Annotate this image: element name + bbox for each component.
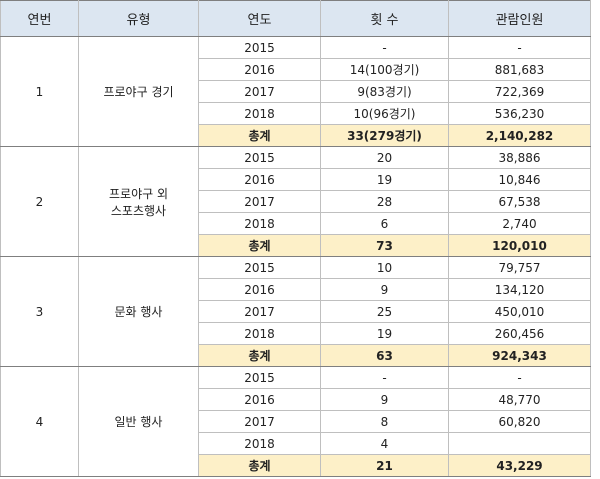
total-cell: 924,343 bbox=[448, 344, 591, 367]
row: 2016 9 134,120 bbox=[1, 278, 591, 301]
row: 2017 28 67,538 bbox=[1, 190, 591, 213]
row: 3 문화 행사 2015 10 79,757 bbox=[0, 256, 591, 367]
total-cell: 21 bbox=[320, 454, 449, 477]
cell: 2017 bbox=[198, 80, 321, 103]
cell: - bbox=[448, 366, 591, 389]
group-type: 일반 행사 bbox=[78, 366, 199, 477]
row: 2018 19 260,456 bbox=[1, 322, 591, 345]
cell: 2016 bbox=[198, 388, 321, 411]
cell: 2017 bbox=[198, 190, 321, 213]
cell: 10(96경기) bbox=[320, 102, 449, 125]
cell: 2015 bbox=[198, 366, 321, 389]
total-row: 총계 63 924,343 bbox=[1, 344, 591, 367]
total-cell: 총계 bbox=[198, 454, 321, 477]
cell: 20 bbox=[320, 146, 449, 169]
group-type: 문화 행사 bbox=[78, 256, 199, 367]
total-cell: 총계 bbox=[198, 234, 321, 257]
cell: 450,010 bbox=[448, 300, 591, 323]
group-number: 2 bbox=[0, 146, 79, 257]
cell: 134,120 bbox=[448, 278, 591, 301]
cell: 2017 bbox=[198, 410, 321, 433]
cell: 14(100경기) bbox=[320, 58, 449, 81]
type-line: 프로야구 경기 bbox=[103, 85, 174, 99]
header-cell: 횟 수 bbox=[320, 0, 449, 37]
cell: 10 bbox=[320, 256, 449, 279]
cell: 2015 bbox=[198, 36, 321, 59]
cell: - bbox=[320, 366, 449, 389]
header-cell: 유형 bbox=[78, 0, 199, 37]
cell: 260,456 bbox=[448, 322, 591, 345]
total-cell: 2,140,282 bbox=[448, 124, 591, 147]
cell: 19 bbox=[320, 168, 449, 191]
header-cell: 관람인원 bbox=[448, 0, 591, 37]
cell: 8 bbox=[320, 410, 449, 433]
cell: 2016 bbox=[198, 168, 321, 191]
total-cell: 33(279경기) bbox=[320, 124, 449, 147]
cell: 2018 bbox=[198, 212, 321, 235]
total-cell: 63 bbox=[320, 344, 449, 367]
row: 2017 8 60,820 bbox=[1, 410, 591, 433]
cell: 2015 bbox=[198, 256, 321, 279]
row: 1 프로야구 경기 2015- - bbox=[0, 36, 591, 147]
cell: 722,369 bbox=[448, 80, 591, 103]
header-cell: 연도 bbox=[198, 0, 321, 37]
group-number: 1 bbox=[0, 36, 79, 147]
cell: 19 bbox=[320, 322, 449, 345]
cell: 4 bbox=[320, 432, 449, 455]
type-line: 스포츠행사 bbox=[110, 203, 167, 218]
cell: 60,820 bbox=[448, 410, 591, 433]
group-number: 4 bbox=[0, 366, 79, 477]
cell: 38,886 bbox=[448, 146, 591, 169]
group-type: 프로야구 경기 bbox=[78, 36, 199, 147]
type-line: 프로야구 외 bbox=[108, 186, 168, 201]
cell: 2016 bbox=[198, 278, 321, 301]
total-cell: 총계 bbox=[198, 344, 321, 367]
cell: 536,230 bbox=[448, 102, 591, 125]
row: 4 일반 행사 2015- - bbox=[0, 366, 591, 477]
cell: 67,538 bbox=[448, 190, 591, 213]
cell: 2018 bbox=[198, 322, 321, 345]
cell: 6 bbox=[320, 212, 449, 235]
cell: 2015 bbox=[198, 146, 321, 169]
cell: 48,770 bbox=[448, 388, 591, 411]
total-cell: 43,229 bbox=[448, 454, 591, 477]
total-cell: 총계 bbox=[198, 124, 321, 147]
total-row: 총계 33(279경기) 2,140,282 bbox=[1, 124, 591, 147]
cell: 9 bbox=[320, 278, 449, 301]
total-cell: 73 bbox=[320, 234, 449, 257]
row: 2016 19 10,846 bbox=[1, 168, 591, 191]
cell: 2016 bbox=[198, 58, 321, 81]
type-line: 일반 행사 bbox=[114, 415, 163, 429]
cell: 28 bbox=[320, 190, 449, 213]
cell bbox=[448, 432, 591, 455]
header-cell: 연번 bbox=[0, 0, 79, 37]
cell: 9 bbox=[320, 388, 449, 411]
type-line: 문화 행사 bbox=[114, 305, 163, 319]
cell: - bbox=[448, 36, 591, 59]
cell: 79,757 bbox=[448, 256, 591, 279]
cell: - bbox=[320, 36, 449, 59]
cell: 2,740 bbox=[448, 212, 591, 235]
total-cell: 120,010 bbox=[448, 234, 591, 257]
cell: 10,846 bbox=[448, 168, 591, 191]
row: 2017 9(83경기) 722,369 bbox=[1, 80, 591, 103]
cell: 25 bbox=[320, 300, 449, 323]
total-row: 총계 21 43,229 bbox=[1, 454, 591, 477]
cell: 2018 bbox=[198, 102, 321, 125]
total-row: 총계 73 120,010 bbox=[1, 234, 591, 257]
row: 2018 4 bbox=[1, 432, 591, 455]
row: 2018 6 2,740 bbox=[1, 212, 591, 235]
cell: 9(83경기) bbox=[320, 80, 449, 103]
header-row: 연번 유형 연도 횟 수 관람인원 bbox=[0, 0, 591, 37]
group-number: 3 bbox=[0, 256, 79, 367]
cell: 2017 bbox=[198, 300, 321, 323]
row: 2 프로야구 외 스포츠행사 2015 20 38,886 bbox=[0, 146, 591, 257]
row: 2016 9 48,770 bbox=[1, 388, 591, 411]
cell: 2018 bbox=[198, 432, 321, 455]
cell: 881,683 bbox=[448, 58, 591, 81]
